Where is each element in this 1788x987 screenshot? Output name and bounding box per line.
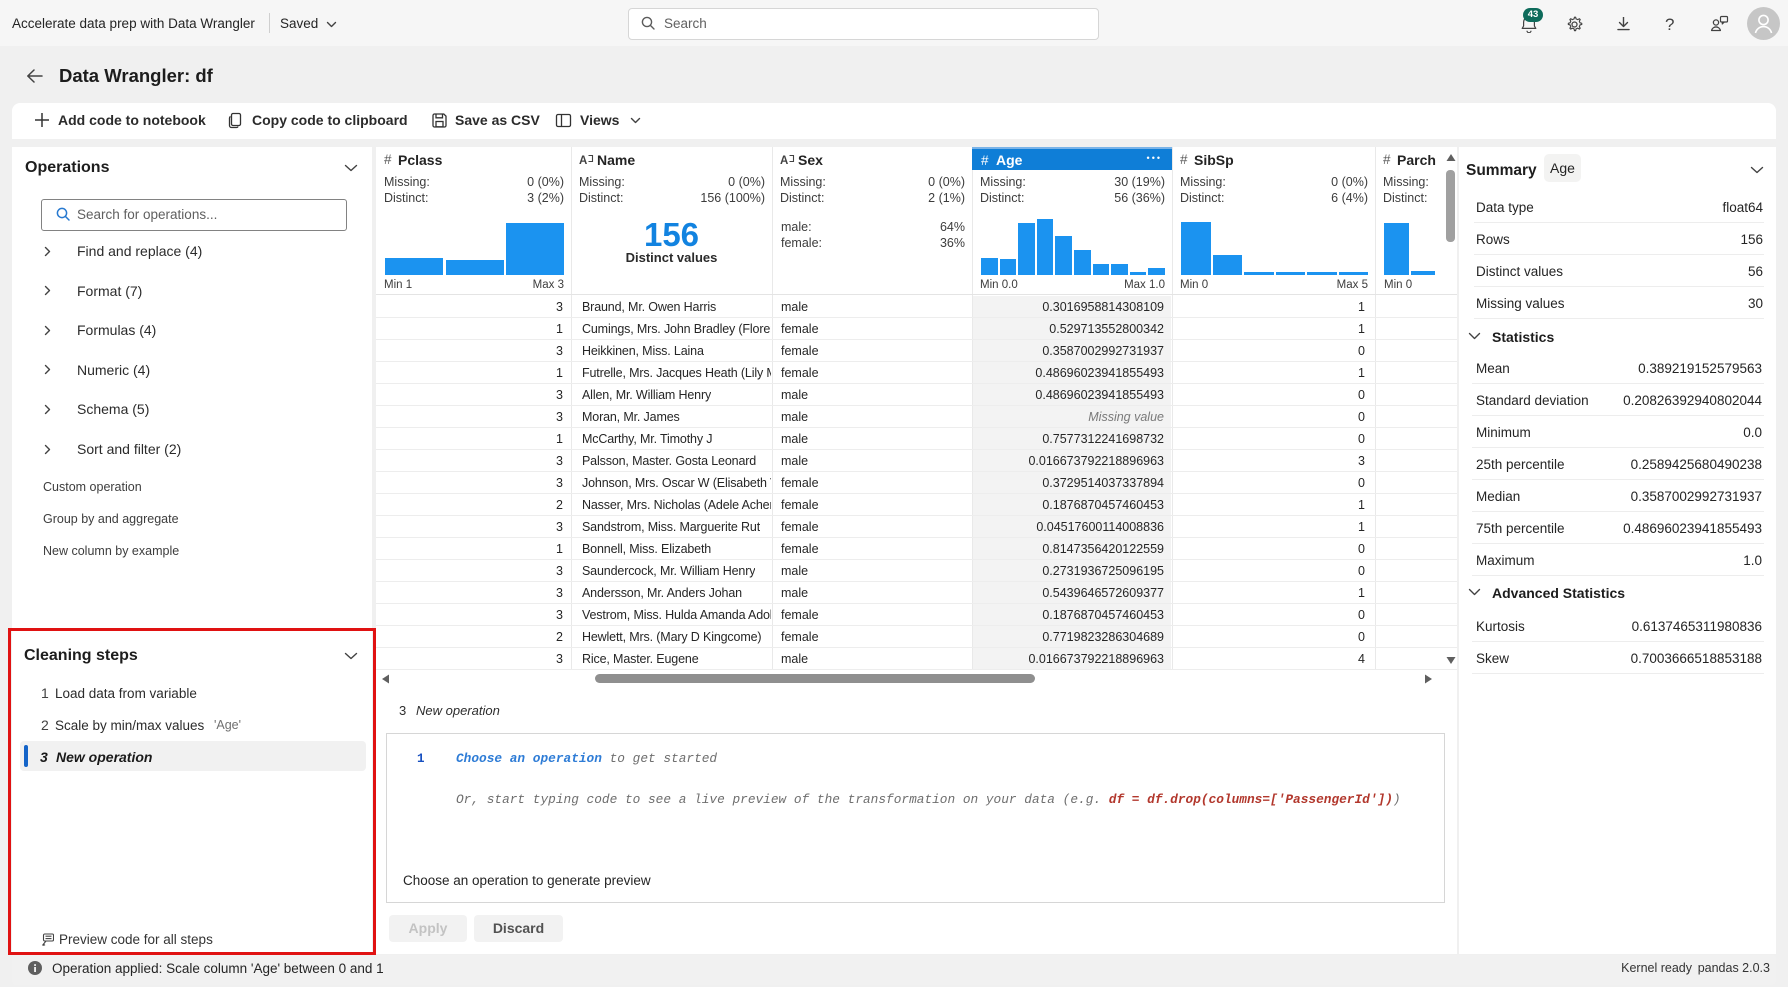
svg-text:A: A <box>780 155 788 167</box>
svg-text:A: A <box>579 155 587 167</box>
